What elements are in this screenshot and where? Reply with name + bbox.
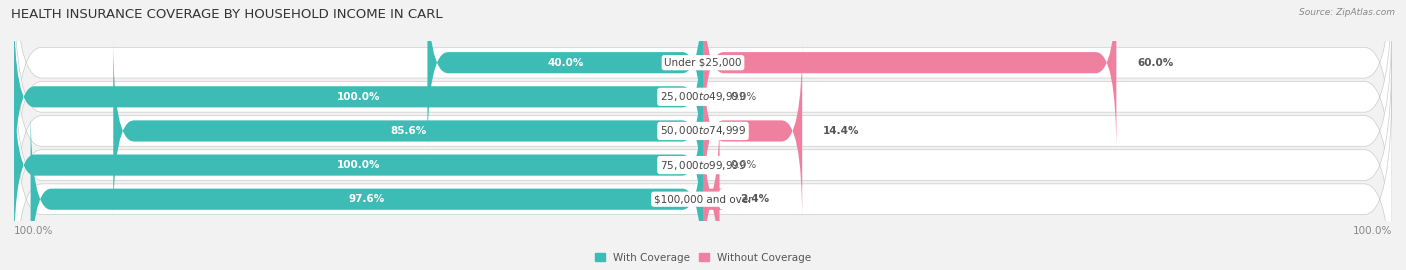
FancyBboxPatch shape (31, 107, 703, 270)
FancyBboxPatch shape (114, 39, 703, 223)
FancyBboxPatch shape (703, 0, 1116, 154)
FancyBboxPatch shape (699, 107, 724, 270)
FancyBboxPatch shape (14, 0, 1392, 218)
Text: 100.0%: 100.0% (14, 226, 53, 236)
Text: 2.4%: 2.4% (740, 194, 769, 204)
Text: 40.0%: 40.0% (547, 58, 583, 68)
Text: 100.0%: 100.0% (1353, 226, 1392, 236)
Text: 100.0%: 100.0% (337, 92, 380, 102)
Text: 97.6%: 97.6% (349, 194, 385, 204)
Text: Source: ZipAtlas.com: Source: ZipAtlas.com (1299, 8, 1395, 17)
FancyBboxPatch shape (14, 44, 1392, 270)
Text: 0.0%: 0.0% (731, 92, 756, 102)
FancyBboxPatch shape (14, 73, 703, 257)
FancyBboxPatch shape (427, 0, 703, 154)
FancyBboxPatch shape (14, 10, 1392, 252)
Text: 60.0%: 60.0% (1137, 58, 1173, 68)
Text: 100.0%: 100.0% (337, 160, 380, 170)
Text: $50,000 to $74,999: $50,000 to $74,999 (659, 124, 747, 137)
FancyBboxPatch shape (14, 78, 1392, 270)
Text: HEALTH INSURANCE COVERAGE BY HOUSEHOLD INCOME IN CARL: HEALTH INSURANCE COVERAGE BY HOUSEHOLD I… (11, 8, 443, 21)
Text: 85.6%: 85.6% (389, 126, 426, 136)
Text: $100,000 and over: $100,000 and over (654, 194, 752, 204)
Text: 0.0%: 0.0% (731, 160, 756, 170)
Text: Under $25,000: Under $25,000 (664, 58, 742, 68)
FancyBboxPatch shape (14, 0, 1392, 184)
Legend: With Coverage, Without Coverage: With Coverage, Without Coverage (591, 248, 815, 267)
FancyBboxPatch shape (14, 5, 703, 189)
Text: $25,000 to $49,999: $25,000 to $49,999 (659, 90, 747, 103)
Text: 14.4%: 14.4% (823, 126, 859, 136)
FancyBboxPatch shape (703, 39, 803, 223)
Text: $75,000 to $99,999: $75,000 to $99,999 (659, 158, 747, 171)
